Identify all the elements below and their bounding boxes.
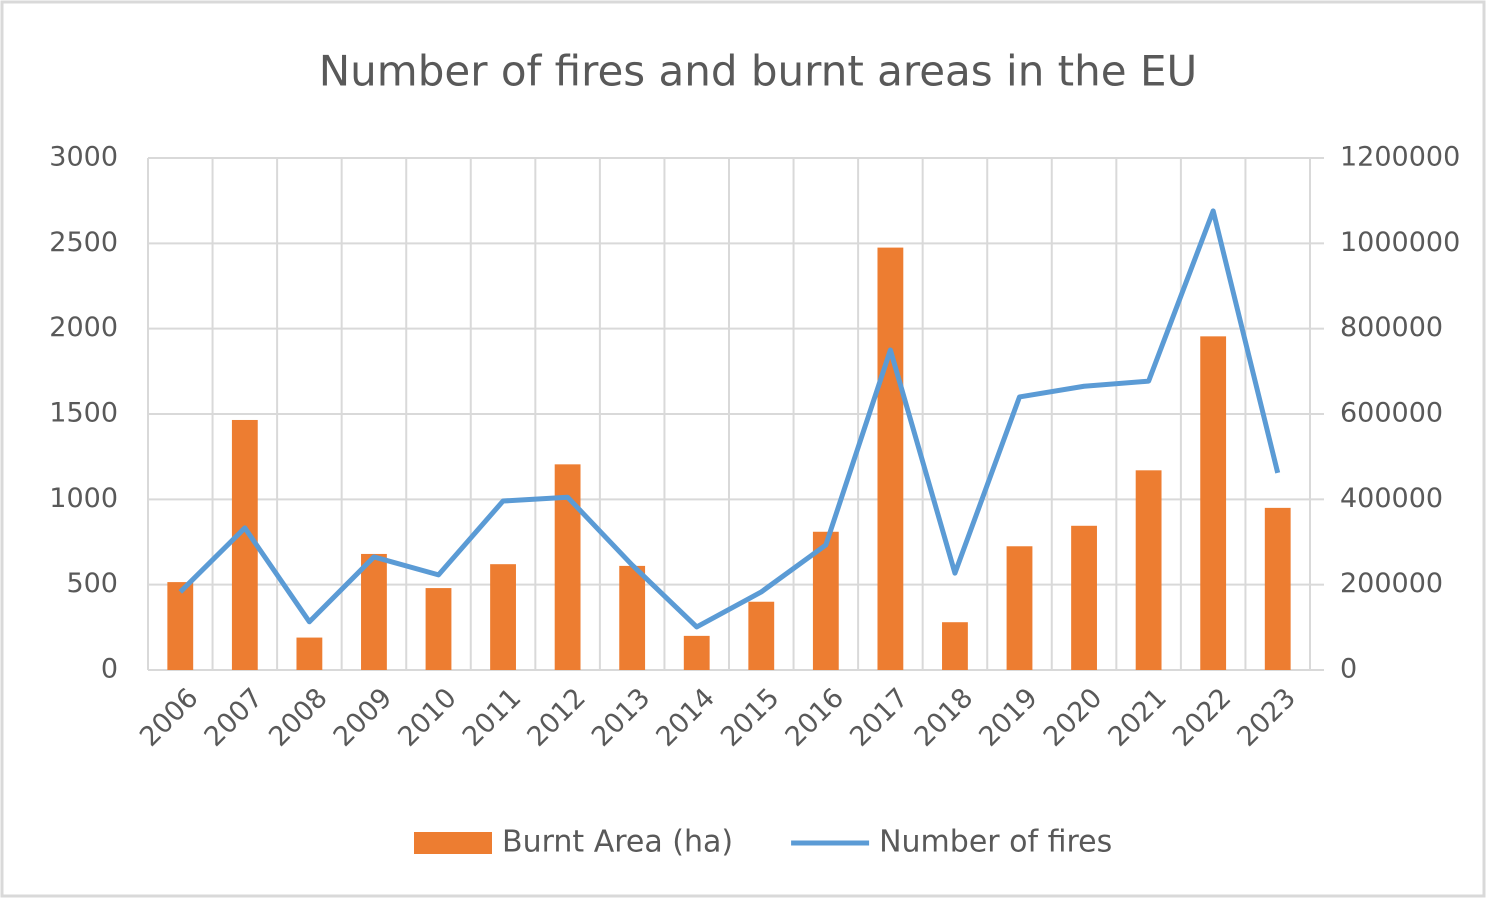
y-tick-label: 2500	[49, 227, 118, 258]
bar	[1264, 507, 1291, 670]
bar	[231, 419, 258, 670]
bar	[942, 622, 968, 670]
bar	[425, 588, 452, 670]
bar	[490, 564, 516, 670]
bar	[296, 637, 323, 670]
y2-tick-label: 200000	[1340, 568, 1443, 599]
bar	[1135, 470, 1162, 670]
y2-tick-label: 800000	[1340, 312, 1443, 343]
chart-title: Number of fires and burnt areas in the E…	[319, 47, 1197, 96]
y2-tick-label: 1200000	[1340, 142, 1460, 173]
y-tick-label: 500	[66, 568, 118, 599]
bar	[1200, 336, 1227, 670]
y2-tick-label: 400000	[1340, 483, 1443, 514]
legend-swatch	[414, 832, 492, 854]
y-tick-label: 1500	[49, 398, 118, 429]
bar	[748, 601, 775, 670]
bar	[877, 247, 904, 670]
bar	[1006, 546, 1033, 670]
line	[178, 208, 1281, 630]
bar	[619, 565, 646, 670]
legend-label: Burnt Area (ha)	[502, 825, 733, 860]
bar	[361, 553, 387, 670]
y2-tick-label: 1000000	[1340, 227, 1460, 258]
bar	[812, 531, 839, 670]
bar	[683, 635, 710, 670]
y-tick-label: 3000	[49, 142, 118, 173]
legend-label: Number of fires	[879, 825, 1112, 860]
y-tick-label: 1000	[49, 483, 118, 514]
y-tick-label: 2000	[49, 312, 118, 343]
bar	[167, 582, 194, 670]
y-tick-label: 0	[101, 654, 118, 685]
bar	[1071, 525, 1097, 670]
y2-tick-label: 0	[1340, 654, 1357, 685]
y2-tick-label: 600000	[1340, 398, 1443, 429]
